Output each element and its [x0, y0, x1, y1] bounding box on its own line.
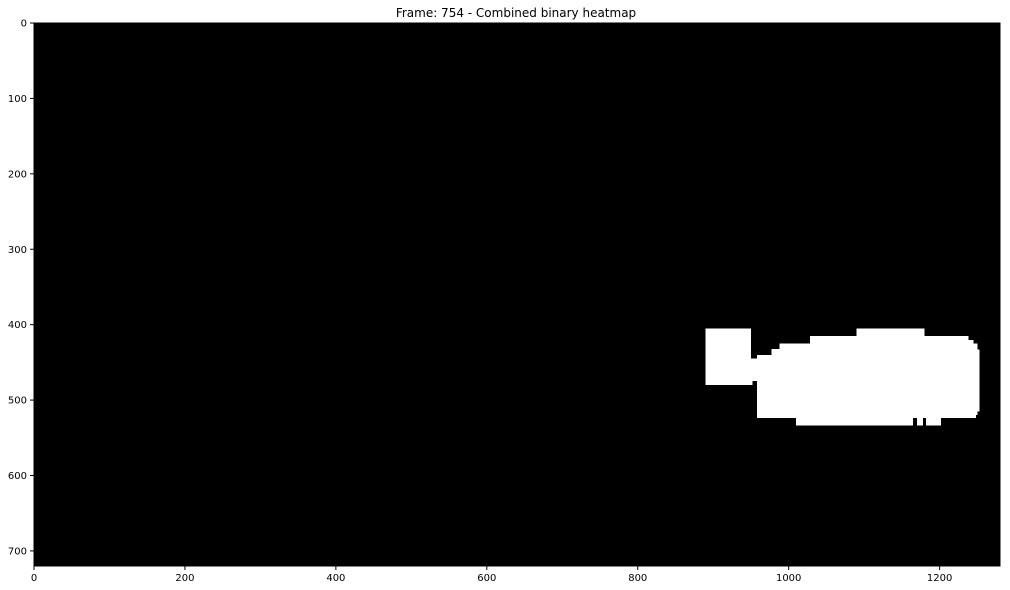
x-tick-label: 1200 [927, 573, 952, 584]
y-tick-label: 0 [21, 19, 27, 30]
x-axis: 0 200 400 600 800 1000 1200 [31, 566, 952, 584]
y-tick-label: 700 [8, 546, 27, 557]
y-axis: 0 100 200 300 400 500 600 700 [8, 19, 34, 557]
x-tick-label: 1000 [776, 573, 801, 584]
hot-region-cell [705, 379, 753, 385]
heatmap-background [34, 23, 1000, 566]
y-tick-label: 400 [8, 320, 27, 331]
hot-region-cell [705, 328, 751, 382]
chart-title: Frame: 754 - Combined binary heatmap [396, 6, 636, 20]
x-tick-label: 200 [175, 573, 194, 584]
y-tick-label: 300 [8, 245, 27, 256]
hot-region-cell [756, 354, 978, 416]
x-tick-label: 600 [477, 573, 496, 584]
x-tick-label: 800 [628, 573, 647, 584]
y-tick-label: 500 [8, 396, 27, 407]
hot-region-cell [779, 343, 978, 355]
hot-region-cell [916, 415, 924, 426]
axes-frame [33, 22, 1001, 567]
hot-region-cell [958, 339, 974, 352]
x-tick-label: 0 [31, 573, 37, 584]
hot-region-layer [705, 328, 980, 426]
x-tick-label: 400 [326, 573, 345, 584]
y-tick-label: 600 [8, 471, 27, 482]
y-tick-label: 200 [8, 169, 27, 180]
hot-region-cell [926, 415, 942, 426]
hot-region-cell [809, 335, 969, 348]
hot-region-cell [796, 415, 914, 426]
plot-area [33, 22, 1001, 567]
hot-region-cell [856, 328, 925, 340]
y-tick-label: 100 [8, 94, 27, 105]
hot-region-cell [756, 411, 976, 419]
hot-region-cell [968, 349, 980, 412]
